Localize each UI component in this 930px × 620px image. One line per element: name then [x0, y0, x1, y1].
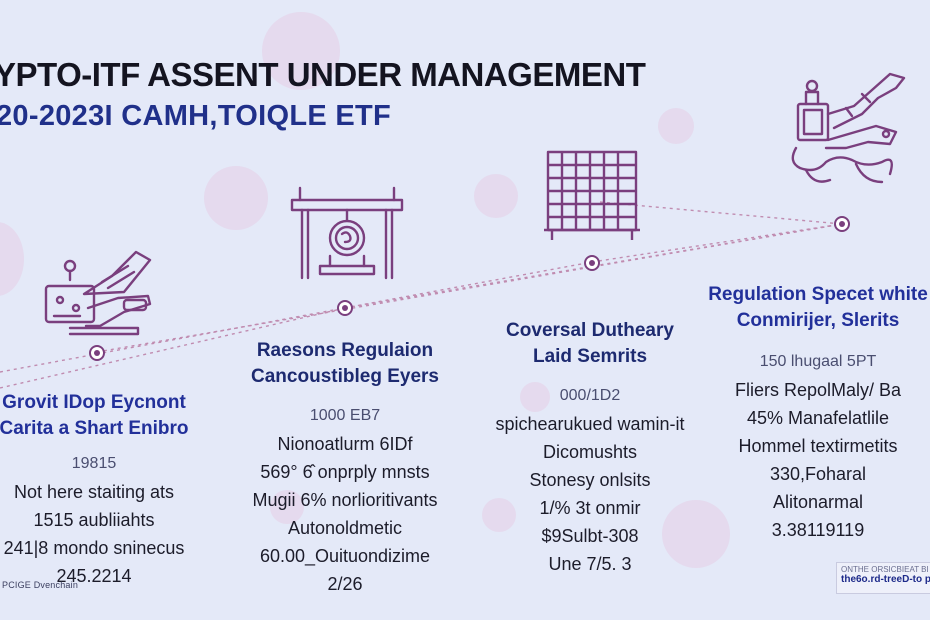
- stage-detail: 1515 aubliiahts: [33, 510, 155, 530]
- stage-detail: 1/% 3t onmir: [539, 498, 641, 518]
- stage-detail: 60.00_Ouituondizime: [259, 546, 431, 566]
- page-subtitle: 20-2023I CAMH,TOIQLE ETF: [0, 100, 392, 132]
- stage-detail: spichearukued wamin-it: [495, 414, 685, 434]
- background-bubble: [270, 490, 304, 524]
- stage-detail: Nionoatlurm 6IDf: [277, 434, 413, 454]
- stage-detail: 569° 6̂ onprply mnsts: [260, 462, 430, 482]
- hand-wallet-icon: [40, 246, 158, 343]
- stage-value: 150 lhugaal 5PT: [759, 353, 877, 370]
- stage-detail: Stonesy onlsits: [529, 470, 651, 490]
- background-bubble: [482, 498, 516, 532]
- stage-heading: Cancoustibleg Eyers: [251, 366, 439, 387]
- stage-heading: Grovit IDop Eycnont: [2, 392, 186, 413]
- grid-building-icon: [542, 148, 642, 247]
- stage-value: 1000 EB7: [309, 407, 381, 424]
- source-badge[interactable]: ONTHE ORSICBIEAT BI the6o.rd-treeD-to po…: [836, 562, 930, 594]
- stage-detail: Autonoldmetic: [287, 518, 403, 538]
- stage-card-3: Coversal Dutheary Laid Semrits 000/1D2 s…: [480, 318, 700, 578]
- stage-heading: Coversal Dutheary: [506, 320, 674, 341]
- stage-card-2: Raesons Regulaion Cancoustibleg Eyers 10…: [234, 338, 456, 598]
- stage-heading: Conmirijer, Slerits: [736, 310, 900, 331]
- stage-value: 19815: [71, 455, 117, 472]
- background-bubble: [520, 382, 550, 412]
- badge-caption: ONTHE ORSICBIEAT BI: [841, 565, 929, 574]
- stage-detail: $9Sulbt-308: [541, 526, 639, 546]
- background-bubble: [658, 108, 694, 144]
- stage-detail: Dicomushts: [542, 442, 638, 462]
- stage-value: 000/1D2: [559, 387, 621, 404]
- background-bubble: [262, 12, 340, 90]
- stage-heading: Raesons Regulaion: [256, 340, 434, 361]
- background-bubble: [662, 500, 730, 568]
- stage-detail: Fliers RepolMaly/ Ba: [734, 380, 902, 400]
- machine-dragon-icon: [786, 70, 912, 199]
- bank-gate-icon: [290, 186, 404, 287]
- stage-heading: Carita a Shart Enibro: [0, 418, 189, 439]
- stage-detail: Une 7/5. 3: [548, 554, 632, 574]
- badge-link[interactable]: the6o.rd-treeD-to poi: [841, 574, 930, 585]
- stage-detail: Not here staiting ats: [13, 482, 175, 502]
- stage-detail: 241|8 mondo sninecus: [3, 538, 185, 558]
- stage-detail: 45% Manafelatlile: [746, 408, 890, 428]
- stage-detail: 2/26: [327, 574, 363, 594]
- background-bubble: [474, 174, 518, 218]
- stage-heading: Laid Semrits: [532, 346, 648, 367]
- stage-detail: Alitonarmal: [772, 492, 864, 512]
- stage-detail: Hommel textirmetits: [738, 436, 898, 456]
- stage-detail: 245.2214: [56, 566, 132, 586]
- stage-detail: 3.38119119: [771, 520, 865, 540]
- stage-heading: Regulation Specet white: [708, 284, 928, 305]
- stage-card-4: Regulation Specet white Conmirijer, Sler…: [706, 282, 930, 544]
- source-credit: PCIGE Dvenchain: [2, 580, 79, 590]
- page-title: YPTO-ITF ASSENT UNDER MANAGEMENT: [0, 56, 646, 93]
- stage-detail: Mugii 6% norlioritivants: [252, 490, 438, 510]
- stage-detail: 330,Foharal: [769, 464, 867, 484]
- stage-card-1: Grovit IDop Eycnont Carita a Shart Enibr…: [0, 390, 198, 590]
- background-bubble: [204, 166, 268, 230]
